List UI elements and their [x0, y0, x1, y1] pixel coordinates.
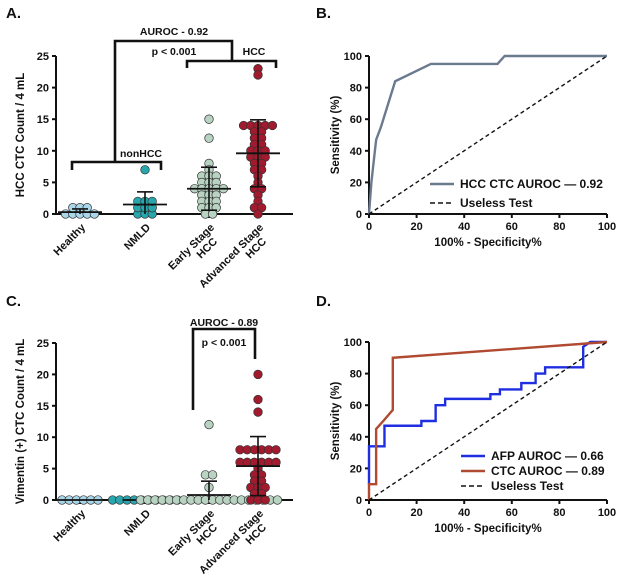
- panel-a-y-tick-label: 15: [37, 114, 49, 126]
- panel-b-series-line: [368, 55, 608, 215]
- panel-a-data-point: [204, 114, 214, 124]
- panel-d-series-line: [368, 341, 608, 501]
- panel-b-x-tick-label: 100: [598, 221, 616, 233]
- panel-c-data-point: [204, 419, 214, 430]
- panel-b-x-tick-label: 20: [410, 221, 422, 233]
- panel-d-legend-label: AFP AUROC — 0.66: [491, 449, 604, 463]
- panel-a-nonhcc-label: nonHCC: [120, 148, 162, 160]
- panel-d-x-tick-label: 80: [553, 507, 565, 519]
- panel-c-data-point: [207, 470, 218, 480]
- panel-c-comparison-bracket: [191, 327, 257, 410]
- panel-a-data-point: [89, 209, 100, 219]
- panel-a-data-point: [253, 70, 263, 80]
- panel-d-x-axis-label: 100% - Specificity%: [434, 523, 541, 535]
- panel-a-y-tick-label: 0: [43, 209, 49, 221]
- panel-d-panel-letter: D.: [316, 293, 331, 310]
- panel-c-y-tick-label: 5: [43, 464, 49, 476]
- panel-a-comparison-bracket: [113, 39, 234, 162]
- panel-d-y-tick-label: 80: [350, 369, 362, 381]
- panel-c-y-tick-label: 10: [37, 432, 49, 444]
- panel-a-panel-letter: A.: [6, 5, 21, 22]
- panel-d-y-tick-label: 20: [350, 463, 362, 475]
- panel-d-y-tick-label: 60: [350, 400, 362, 412]
- panel-c-data-point: [260, 495, 270, 505]
- panel-a-hcc-bracket: [185, 59, 278, 68]
- panel-c-y-tick-label: 25: [37, 338, 49, 350]
- panel-b-legend-label: HCC CTC AUROC — 0.92: [460, 177, 603, 191]
- panel-a-category-label-line: Healthy: [52, 221, 89, 258]
- panel-a-data-point: [253, 209, 263, 219]
- panel-c-y-tick-label: 0: [43, 495, 49, 507]
- panel-a-data-point: [147, 196, 157, 207]
- panel-c-category-label-line: NMLD: [122, 508, 153, 539]
- panel-b-y-tick-label: 20: [350, 177, 362, 189]
- panel-a-y-tick-label: 10: [37, 146, 49, 158]
- panel-a-y-tick-label: 25: [37, 51, 49, 63]
- panel-b-x-tick-label: 40: [458, 221, 470, 233]
- panel-c-auroc-label: AUROC - 0.89: [190, 317, 258, 329]
- panel-a-y-tick-label: 5: [43, 177, 49, 189]
- panel-b-y-tick-label: 0: [356, 209, 362, 221]
- panel-c-data-point: [253, 369, 263, 380]
- panel-b-x-tick-label: 0: [366, 221, 372, 233]
- panel-d-x-tick-label: 20: [410, 507, 422, 519]
- panel-d-x-tick-label: 40: [458, 507, 470, 519]
- panel-a-data-point: [267, 120, 278, 131]
- panel-c-y-axis-label: Vimentin (+) CTC Count / 4 mL: [15, 339, 27, 505]
- panel-a-p-value: p < 0.001: [152, 46, 197, 58]
- panel-c-category-label: Healthy: [52, 507, 89, 544]
- panel-d-y-axis-label: Sensitivity (%): [330, 382, 342, 461]
- panel-a-category-label: NMLD: [122, 222, 153, 253]
- panel-d-legend-label: Useless Test: [491, 479, 564, 493]
- panel-d-series-line: [367, 340, 607, 485]
- panel-b-panel-letter: B.: [316, 5, 331, 22]
- panel-c-category-label-line: Healthy: [52, 507, 89, 544]
- panel-c-data-point: [272, 495, 283, 505]
- panel-d-x-tick-label: 60: [506, 507, 518, 519]
- panel-c-y-tick-label: 15: [37, 401, 49, 413]
- panel-b-y-tick-label: 40: [350, 146, 362, 158]
- panel-c-data-point: [271, 445, 281, 455]
- panel-c-category-label: NMLD: [122, 508, 153, 539]
- panel-a-y-axis-label: HCC CTC Count / 4 mL: [15, 73, 27, 198]
- panel-d-series-line: [367, 340, 608, 500]
- panel-c-data-point: [253, 407, 263, 417]
- panel-a-data-point: [204, 133, 214, 143]
- panel-a-auroc-label: AUROC - 0.92: [140, 26, 208, 38]
- panel-c-y-tick-label: 20: [37, 369, 49, 381]
- panel-a-data-point: [140, 165, 150, 175]
- panel-a-data-point: [82, 203, 92, 213]
- panel-c-panel-letter: C.: [6, 293, 21, 310]
- panel-b-series-line: [367, 54, 607, 215]
- panel-b-x-tick-label: 80: [553, 221, 565, 233]
- panel-d-x-tick-label: 100: [598, 507, 616, 519]
- panel-d-y-tick-label: 100: [344, 337, 362, 349]
- panel-a-y-tick-label: 20: [37, 83, 49, 95]
- panel-b-x-tick-label: 60: [506, 221, 518, 233]
- panel-c-data-point: [253, 394, 263, 405]
- panel-b-x-axis-label: 100% - Specificity%: [434, 237, 541, 249]
- panel-b-y-axis-label: Sensitivity (%): [330, 96, 342, 175]
- panel-b-y-tick-label: 60: [350, 114, 362, 126]
- panel-d-y-tick-label: 40: [350, 432, 362, 444]
- panel-d-x-tick-label: 0: [366, 507, 372, 519]
- panel-b-y-tick-label: 80: [350, 83, 362, 95]
- panel-a-category-label: Healthy: [52, 221, 89, 258]
- panel-b-y-tick-label: 100: [344, 51, 362, 63]
- panel-d-y-tick-label: 0: [356, 495, 362, 507]
- panel-a-nonhcc-bracket: [70, 160, 163, 170]
- panel-b-legend-label: Useless Test: [460, 196, 533, 210]
- panel-a-category-label-line: NMLD: [122, 222, 153, 253]
- panel-a-hcc-label: HCC: [243, 46, 266, 58]
- panel-c-p-value: p < 0.001: [202, 337, 247, 349]
- panel-d-legend-label: CTC AUROC — 0.89: [491, 464, 605, 478]
